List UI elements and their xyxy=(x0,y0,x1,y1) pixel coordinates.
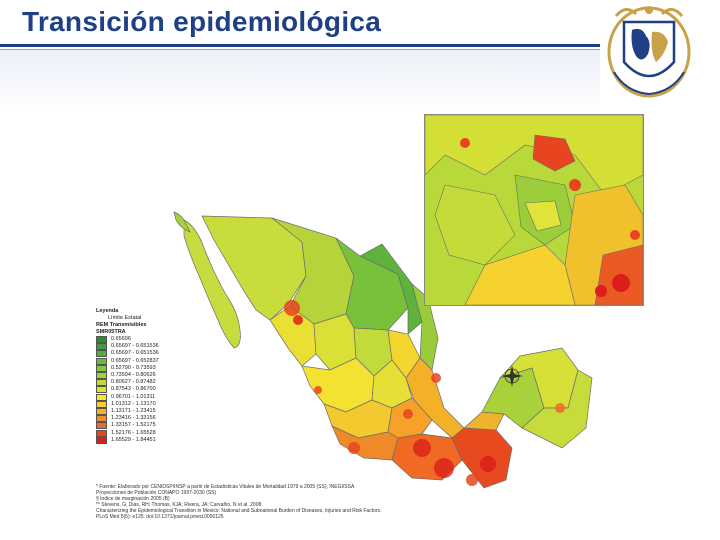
note-line: Characterizing the Epidemiological Trans… xyxy=(96,508,382,514)
baja-california-region xyxy=(183,219,241,349)
legend-swatch xyxy=(96,343,107,351)
legend-title: Leyenda xyxy=(96,308,119,314)
title-rule xyxy=(0,44,600,47)
legend-swatch xyxy=(96,407,107,415)
legend-item: 1.13171 - 1.23415 xyxy=(96,407,276,415)
legend-item: 1.65529 - 1.84451 xyxy=(96,436,276,444)
legend-item-label: 1.23416 - 1.33156 xyxy=(111,415,156,422)
tabasco-region xyxy=(463,411,505,431)
legend-field-label: SMR05TRA xyxy=(96,329,126,335)
legend-item-label: 0.65696 xyxy=(111,336,131,343)
legend-item: 1.01312 - 1.13170 xyxy=(96,400,276,408)
legend-item-label: 1.33157 - 1.52175 xyxy=(111,422,156,429)
legend-swatch xyxy=(96,336,107,344)
legend-classes: 0.65696 0.65697 - 0.651536 0.65697 - 0.651… xyxy=(96,336,276,444)
legend-item-label: 0.52790 - 0.73593 xyxy=(111,364,156,371)
source-notes: * Fuente: Elaborado por CENIDSP/INSP a p… xyxy=(96,484,436,520)
legend-swatch xyxy=(96,379,107,387)
legend-item: 0.65696 xyxy=(96,336,276,344)
legend-item-label: 0.65697 - 0.652837 xyxy=(111,357,159,364)
baja-sur-region xyxy=(173,211,191,233)
central-mexico-inset-map xyxy=(424,114,644,306)
legend-item: 1.33157 - 1.52175 xyxy=(96,422,276,430)
legend-swatch xyxy=(96,372,107,380)
legend-item-label: 1.13171 - 1.23415 xyxy=(111,407,156,414)
legend-item: 0.96701 - 1.01311 xyxy=(96,393,276,401)
legend-swatch xyxy=(96,422,107,430)
legend-item: 0.65697 - 0.651536 xyxy=(96,350,276,358)
legend-item: 1.23416 - 1.33156 xyxy=(96,415,276,423)
page-title: Transición epidemiológica xyxy=(22,6,382,37)
legend-swatch xyxy=(96,415,107,423)
legend-swatch xyxy=(96,357,107,365)
nuevo-leon-region xyxy=(359,243,423,335)
mexico-choropleth-map xyxy=(173,211,593,489)
legend-item-label: 0.80627 - 0.87482 xyxy=(111,379,156,386)
legend-swatch xyxy=(96,350,107,358)
university-shield-icon xyxy=(606,2,692,98)
legend-item: 0.65697 - 0.652837 xyxy=(96,357,276,365)
legend-item: 0.73594 - 0.80626 xyxy=(96,372,276,380)
legend-boundary-label: Límite Estatal xyxy=(108,315,142,321)
legend-item: 0.80627 - 0.87482 xyxy=(96,379,276,387)
legend-item-label: 0.96701 - 1.01311 xyxy=(111,393,156,400)
note-line: § Índice de marginación 2005 (B) xyxy=(96,496,170,502)
logo-container xyxy=(600,0,720,110)
legend-item-label: 1.65529 - 1.84451 xyxy=(111,436,156,443)
legend-swatch xyxy=(96,386,107,394)
legend-item-label: 0.87543 - 0.86700 xyxy=(111,386,156,393)
note-line: PLoS Med 5(6): e125. doi:10.1371/journal… xyxy=(96,514,224,520)
chiapas-region xyxy=(451,427,513,489)
title-bar: Transición epidemiológica xyxy=(0,0,600,46)
legend-item-label: 0.65697 - 0.651536 xyxy=(111,343,159,350)
legend-swatch xyxy=(96,400,107,408)
legend-item-label: 0.73594 - 0.80626 xyxy=(111,372,156,379)
legend-swatch xyxy=(96,364,107,372)
note-line: ** Stevens, G; Dias, RH; Thomas, KJA; Ri… xyxy=(96,502,262,508)
legend-item-label: 1.52176 - 1.65528 xyxy=(111,429,156,436)
note-line: * Fuente: Elaborado por CENIDSP/INSP a p… xyxy=(96,484,355,490)
title-rule-thin xyxy=(0,49,600,50)
legend-layer-label: REM Transmisibles xyxy=(96,322,147,328)
legend-item: 0.87543 - 0.86700 xyxy=(96,386,276,394)
legend-swatch xyxy=(96,436,107,444)
legend-item-label: 0.65697 - 0.651536 xyxy=(111,350,159,357)
map-legend: Leyenda Límite Estatal REM Transmisibles… xyxy=(96,308,276,444)
legend-item-label: 1.01312 - 1.13170 xyxy=(111,400,156,407)
legend-item: 1.52176 - 1.65528 xyxy=(96,429,276,437)
legend-swatch xyxy=(96,429,107,437)
legend-swatch xyxy=(96,393,107,401)
legend-item: 0.52790 - 0.73593 xyxy=(96,364,276,372)
legend-item: 0.65697 - 0.651536 xyxy=(96,343,276,351)
compass-rose-icon xyxy=(501,365,523,387)
note-line: Proyecciones de Población CONAPO 1997-20… xyxy=(96,490,217,496)
